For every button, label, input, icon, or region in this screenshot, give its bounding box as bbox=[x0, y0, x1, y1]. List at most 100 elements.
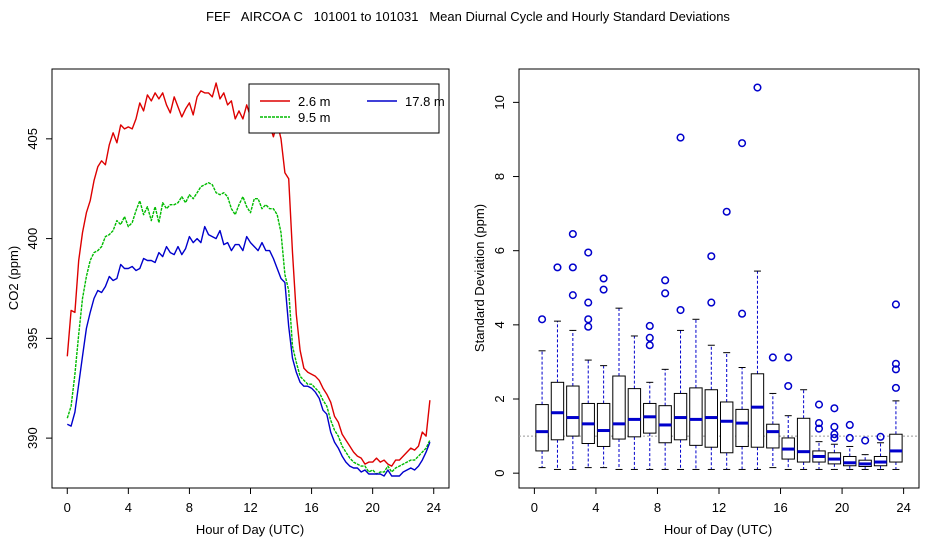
right-x-tick-label: 8 bbox=[654, 500, 661, 515]
left-x-tick-label: 12 bbox=[243, 500, 257, 515]
outlier-point bbox=[891, 300, 900, 309]
outlier-point bbox=[568, 291, 577, 300]
left-y-axis-label: CO2 (ppm) bbox=[6, 246, 21, 310]
right-x-axis-label: Hour of Day (UTC) bbox=[664, 522, 772, 537]
left-x-tick-label: 8 bbox=[186, 500, 193, 515]
outlier-point bbox=[584, 248, 593, 257]
box-iqr bbox=[766, 423, 780, 449]
outlier-point bbox=[784, 353, 793, 362]
outlier-point bbox=[553, 263, 562, 272]
left-x-tick-label: 16 bbox=[304, 500, 318, 515]
outlier-point bbox=[676, 133, 685, 142]
box-hour-5.5 bbox=[612, 307, 626, 470]
right-x-tick-label: 16 bbox=[773, 500, 787, 515]
left-series-group bbox=[66, 82, 431, 477]
right-x-tick-label: 12 bbox=[712, 500, 726, 515]
right-y-tick-label: 6 bbox=[492, 247, 507, 254]
outlier-point bbox=[814, 424, 824, 433]
outlier-point bbox=[538, 315, 547, 324]
box-iqr bbox=[735, 408, 749, 447]
outlier-point bbox=[645, 341, 654, 350]
box-hour-12.5 bbox=[719, 207, 734, 470]
series-line-2-6-m bbox=[66, 82, 431, 467]
outlier-point bbox=[599, 274, 608, 283]
outlier-point bbox=[830, 430, 839, 439]
right-y-tick-label: 0 bbox=[492, 470, 507, 477]
outlier-point bbox=[722, 207, 731, 216]
right-x-tick-label: 24 bbox=[896, 500, 910, 515]
outlier-point bbox=[891, 383, 900, 392]
box-hour-18.5 bbox=[812, 400, 826, 470]
box-hour-22.5 bbox=[873, 432, 888, 470]
box-hour-14.5 bbox=[750, 83, 765, 470]
left-y-tick-label: 400 bbox=[25, 228, 40, 250]
outlier-point bbox=[753, 83, 762, 92]
box-iqr bbox=[550, 381, 565, 441]
left-x-tick-label: 24 bbox=[426, 500, 440, 515]
series-line-17-8-m bbox=[66, 225, 431, 477]
left-x-tick-label: 20 bbox=[365, 500, 379, 515]
box-iqr bbox=[612, 375, 626, 440]
box-iqr bbox=[719, 401, 734, 454]
box-iqr bbox=[889, 433, 903, 463]
outlier-point bbox=[768, 353, 777, 362]
box-hour-0.5 bbox=[535, 315, 549, 469]
box-iqr bbox=[750, 373, 765, 448]
box-hour-17.5 bbox=[796, 389, 811, 470]
outlier-point bbox=[830, 404, 839, 413]
box-hour-4.5 bbox=[596, 274, 611, 469]
outlier-point bbox=[845, 420, 854, 430]
box-hour-11.5 bbox=[704, 252, 719, 470]
figure-title: FEF AIRCOA C 101001 to 101031 Mean Diurn… bbox=[206, 9, 730, 24]
right-y-tick-label: 2 bbox=[492, 395, 507, 402]
box-hour-20.5 bbox=[843, 420, 857, 470]
outlier-point bbox=[876, 432, 885, 441]
box-hour-23.5 bbox=[889, 300, 903, 470]
left-x-axis: 0 4 8 12 16 20 24 bbox=[64, 488, 441, 515]
outlier-point bbox=[830, 433, 839, 442]
left-x-tick-label: 4 bbox=[125, 500, 132, 515]
right-x-axis: 0 4 8 12 16 20 24 bbox=[531, 488, 911, 515]
box-hour-6.5 bbox=[627, 335, 642, 470]
right-y-tick-label: 8 bbox=[492, 173, 507, 180]
legend-label: 2.6 m bbox=[298, 94, 331, 109]
box-iqr bbox=[566, 385, 580, 437]
box-hour-16.5 bbox=[781, 353, 795, 470]
box-iqr bbox=[627, 388, 642, 438]
left-x-tick-label: 0 bbox=[64, 500, 71, 515]
box-hour-15.5 bbox=[766, 353, 780, 469]
outlier-point bbox=[707, 252, 716, 261]
right-y-tick-label: 10 bbox=[492, 95, 507, 109]
box-hour-1.5 bbox=[550, 263, 565, 470]
right-x-tick-label: 0 bbox=[531, 500, 538, 515]
legend: 2.6 m9.5 m 17.8 m bbox=[248, 83, 445, 134]
outlier-point bbox=[568, 229, 577, 239]
right-x-tick-label: 20 bbox=[835, 500, 849, 515]
outlier-point bbox=[661, 289, 670, 298]
series-line-9-5-m bbox=[66, 181, 431, 475]
box-hour-7.5 bbox=[643, 321, 657, 470]
outlier-point bbox=[676, 305, 685, 315]
box-iqr bbox=[843, 455, 857, 467]
outlier-point bbox=[814, 400, 824, 409]
outlier-point bbox=[707, 298, 716, 307]
boxplot-group bbox=[519, 83, 919, 470]
outlier-point bbox=[738, 139, 747, 148]
outlier-point bbox=[645, 321, 654, 331]
box-hour-21.5 bbox=[858, 436, 872, 470]
box-hour-13.5 bbox=[735, 139, 749, 470]
outlier-point bbox=[584, 315, 593, 324]
left-y-tick-label: 395 bbox=[25, 328, 40, 350]
box-hour-2.5 bbox=[566, 229, 580, 470]
outlier-point bbox=[845, 433, 854, 442]
legend-label: 17.8 m bbox=[405, 94, 445, 109]
left-y-tick-label: 405 bbox=[25, 128, 40, 150]
outlier-point bbox=[784, 381, 793, 391]
left-x-axis-label: Hour of Day (UTC) bbox=[196, 522, 304, 537]
outlier-point bbox=[568, 263, 577, 272]
outlier-point bbox=[738, 309, 747, 318]
outlier-point bbox=[584, 298, 593, 307]
outlier-point bbox=[599, 285, 608, 294]
box-hour-9.5 bbox=[673, 133, 688, 470]
